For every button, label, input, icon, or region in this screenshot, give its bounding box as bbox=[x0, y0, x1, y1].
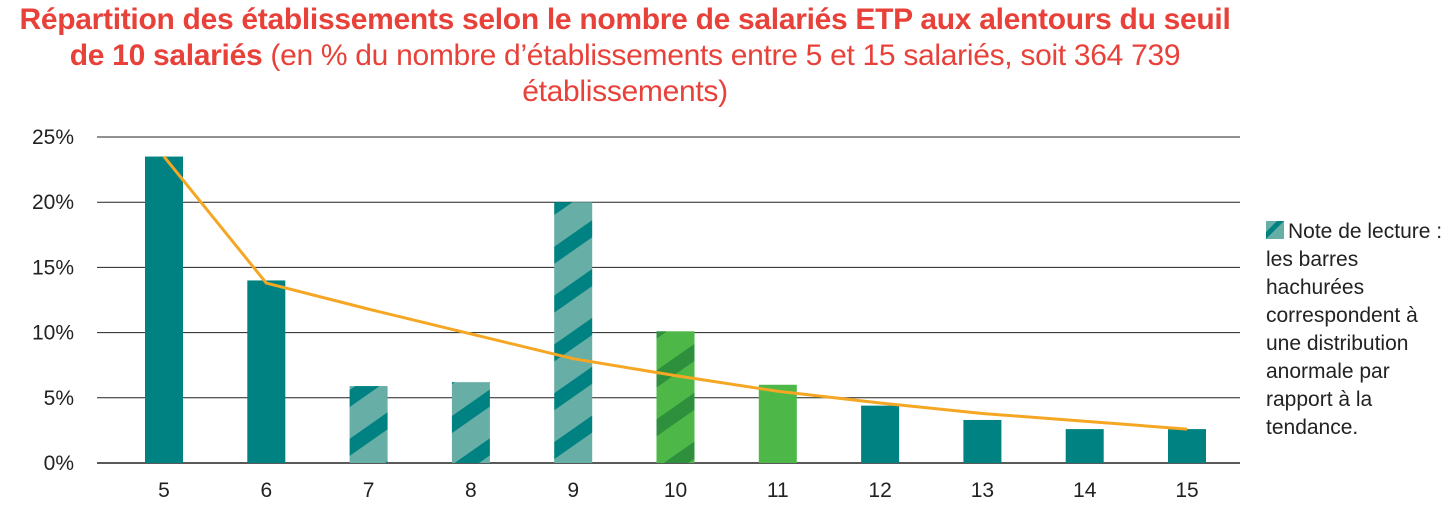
bar bbox=[963, 419, 1002, 463]
bar bbox=[861, 405, 900, 463]
x-tick-label: 9 bbox=[567, 479, 579, 502]
y-tick-label: 5% bbox=[44, 387, 74, 410]
legend-hatched-swatch bbox=[1266, 219, 1284, 239]
y-axis-ticks: 0% 5% 10% 15% 20% 25% bbox=[32, 126, 74, 475]
bar bbox=[554, 202, 593, 463]
legend: Note de lecture : les barres hachurées c… bbox=[1266, 218, 1446, 442]
x-tick-label: 13 bbox=[971, 479, 994, 502]
bar bbox=[349, 386, 388, 463]
bar bbox=[758, 384, 797, 463]
x-tick-label: 10 bbox=[664, 479, 687, 502]
x-axis-ticks: 5 6 7 8 9 10 11 12 13 14 15 bbox=[158, 479, 1199, 502]
x-tick-label: 15 bbox=[1175, 479, 1198, 502]
x-tick-label: 7 bbox=[363, 479, 375, 502]
bar bbox=[1168, 429, 1206, 463]
x-tick-label: 14 bbox=[1073, 479, 1097, 502]
y-tick-label: 0% bbox=[44, 452, 74, 475]
y-tick-label: 10% bbox=[32, 322, 74, 345]
chart-title: Répartition des établissements selon le … bbox=[0, 2, 1250, 110]
legend-text: Note de lecture : les barres hachurées c… bbox=[1266, 220, 1443, 439]
y-tick-label: 25% bbox=[32, 126, 74, 149]
x-tick-label: 8 bbox=[465, 479, 477, 502]
bar bbox=[451, 382, 490, 463]
x-tick-label: 12 bbox=[868, 479, 891, 502]
bar bbox=[1065, 429, 1104, 463]
x-tick-label: 5 bbox=[158, 479, 170, 502]
y-tick-label: 20% bbox=[32, 191, 74, 214]
y-tick-label: 15% bbox=[32, 256, 74, 279]
trend-line-group bbox=[162, 155, 1188, 431]
x-tick-label: 11 bbox=[767, 479, 789, 502]
chart-title-main: Répartition des établissements selon le … bbox=[19, 3, 1231, 72]
trend-line bbox=[162, 155, 1188, 431]
chart-title-note: (en % du nombre d’établissements entre 5… bbox=[262, 39, 1181, 108]
bar bbox=[656, 331, 695, 463]
bar bbox=[247, 280, 286, 463]
bar bbox=[145, 156, 183, 463]
bars bbox=[145, 156, 1206, 463]
x-tick-label: 6 bbox=[260, 479, 272, 502]
